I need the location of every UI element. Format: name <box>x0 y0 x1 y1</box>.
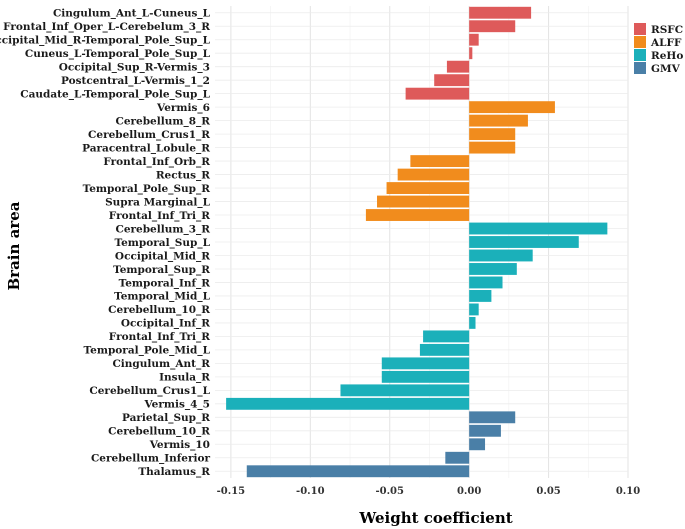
legend-label: GMV <box>651 63 681 75</box>
x-axis-title: Weight coefficient <box>358 509 512 527</box>
bar <box>469 424 501 437</box>
category-label: Frontal_Inf_Orb_R <box>103 156 210 169</box>
bar <box>469 303 479 316</box>
legend-label: ALFF <box>650 37 682 49</box>
bar <box>469 222 608 235</box>
bar <box>469 316 476 329</box>
category-label: Cerebellum_10_R <box>108 426 210 439</box>
bar <box>419 343 470 356</box>
bar <box>469 236 579 248</box>
category-label: Postcentral_L-Vermis_1_2 <box>61 75 210 88</box>
legend-swatch <box>634 36 646 48</box>
x-tick-label: -0.05 <box>375 486 404 497</box>
bar <box>469 290 492 302</box>
bar <box>469 101 555 114</box>
legend-swatch <box>634 49 646 61</box>
category-label: Occipital_Sup_R-Vermis_3 <box>59 61 210 74</box>
category-label: Supra Marginal_L <box>105 196 211 209</box>
category-label: Cingulum_Ant_L-Cuneus_L <box>53 8 211 21</box>
bar <box>381 370 470 383</box>
x-tick-label: 0.10 <box>616 486 640 497</box>
category-label: Rectus_R <box>156 169 210 182</box>
category-label: Thalamus_R <box>138 466 210 479</box>
category-label: Cingulum_Ant_R <box>112 358 210 371</box>
category-label: Occipital_Inf_R <box>121 318 210 331</box>
bar <box>423 330 470 343</box>
bar <box>469 47 473 60</box>
bar <box>469 438 486 451</box>
bar <box>469 6 532 19</box>
category-labels: Cingulum_Ant_L-Cuneus_LFrontal_Inf_Oper_… <box>0 8 211 480</box>
bar <box>469 411 516 424</box>
bar <box>469 141 516 154</box>
category-label: Cerebellum_Inferior <box>91 453 211 466</box>
bar <box>397 168 470 181</box>
category-label: Vermis_10 <box>149 439 210 452</box>
category-label: Temporal_Mid_L <box>114 291 211 304</box>
bar <box>405 87 470 100</box>
x-tick-labels: -0.15 -0.10 -0.05 0.00 0.05 0.10 <box>217 486 641 497</box>
bar <box>410 155 470 168</box>
category-label: Vermis_6 <box>156 102 210 115</box>
bar <box>386 182 470 194</box>
x-tick-label: -0.10 <box>296 486 325 497</box>
category-label: Cuneus_L-Temporal_Pole_Sup_L <box>25 48 211 61</box>
category-label: Frontal_Inf_Tri_R <box>109 210 210 223</box>
bar <box>469 128 516 141</box>
bar <box>445 451 470 464</box>
category-label: Paracentral_Lobule_R <box>82 142 210 155</box>
legend-label: RSFC <box>651 24 683 36</box>
x-tick-label: 0.05 <box>536 486 560 497</box>
bar <box>469 33 479 46</box>
category-label: Occipital_Mid_R <box>115 250 210 263</box>
category-label: Parietal_Sup_R <box>122 412 210 425</box>
category-label: Frontal_Inf_Tri_R <box>109 331 210 344</box>
bar <box>246 465 470 478</box>
category-label: Frontal_Inf_Oper_L-Cerebelum_3_R <box>3 21 210 34</box>
category-label: Temporal_Inf_R <box>119 277 211 290</box>
category-label: Cerebellum_3_R <box>115 223 210 236</box>
x-tick-label: -0.15 <box>217 486 246 497</box>
category-label: Cerebellum_8_R <box>115 115 210 128</box>
bar <box>469 114 528 127</box>
bar <box>469 249 533 262</box>
category-label: Temporal_Sup_L <box>114 237 210 250</box>
category-label: Temporal_Pole_Mid_L <box>84 345 211 358</box>
bar <box>381 357 470 370</box>
category-label: Caudate_L-Temporal_Pole_Sup_L <box>20 88 210 101</box>
bar <box>365 209 470 221</box>
bar <box>377 195 470 208</box>
y-axis-title: Brain area <box>5 201 23 290</box>
bar <box>226 397 470 410</box>
category-label: Temporal_Pole_Sup_R <box>83 183 211 196</box>
bar <box>469 20 516 33</box>
bars-group <box>226 6 608 478</box>
legend-swatch <box>634 23 646 35</box>
bar <box>434 74 470 87</box>
category-label: Temporal_Sup_R <box>113 264 210 277</box>
category-label: Vermis_4_5 <box>143 399 210 412</box>
bar <box>340 384 470 397</box>
x-tick-label: 0.00 <box>457 486 481 497</box>
bar <box>446 60 470 73</box>
bar <box>469 263 517 275</box>
category-label: Occipital_Mid_R-Temporal_Pole_Sup_L <box>0 35 211 48</box>
bar <box>469 276 503 289</box>
category-label: Insula_R <box>159 372 210 385</box>
category-label: Cerebellum_Crus1_R <box>88 129 210 142</box>
legend-label: ReHo <box>651 50 683 62</box>
category-label: Cerebellum_Crus1_L <box>89 385 210 398</box>
category-label: Cerebellum_10_R <box>108 304 210 317</box>
legend-swatch <box>634 62 646 74</box>
